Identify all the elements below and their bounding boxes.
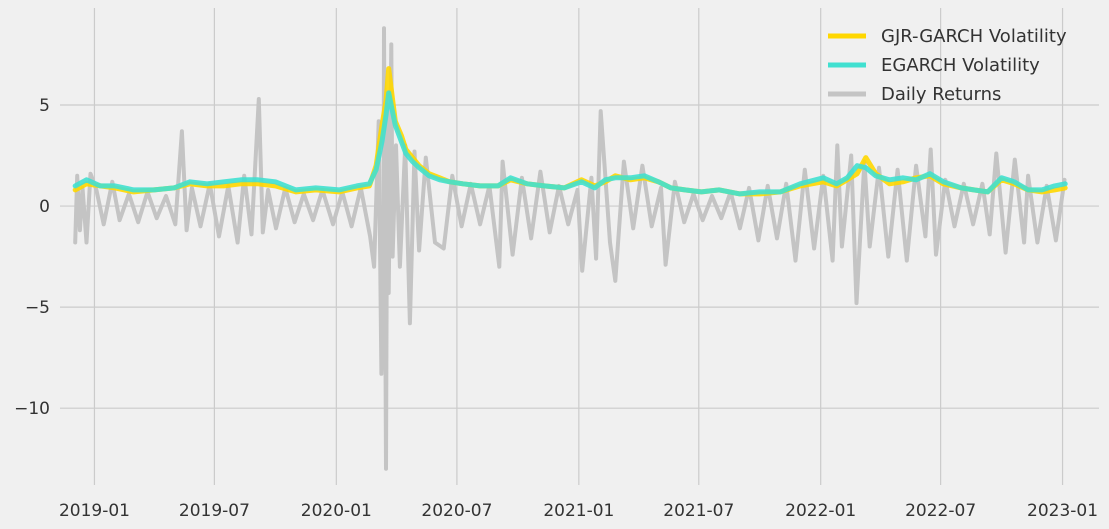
x-tick-label: 2020-01: [301, 501, 372, 521]
y-tick-label: 0: [39, 197, 50, 217]
x-tick-label: 2020-07: [421, 501, 492, 521]
egarch-volatility-line: [72, 90, 1068, 197]
x-tick-label: 2023-01: [1027, 501, 1098, 521]
y-tick-label: −10: [14, 399, 50, 419]
x-tick-label: 2022-01: [785, 501, 856, 521]
y-tick-label: 5: [39, 96, 50, 116]
legend-label-gjr-garch-volatility: GJR-GARCH Volatility: [881, 26, 1067, 47]
axes: 2019-01 2019-07 2020-01 2020-07 2021-01 2021-…: [14, 96, 1098, 521]
x-tick-label: 2021-07: [663, 501, 734, 521]
x-tick-label: 2022-07: [905, 501, 976, 521]
x-tick-label: 2021-01: [543, 501, 614, 521]
legend-label-egarch-volatility: EGARCH Volatility: [881, 55, 1040, 76]
x-tick-label: 2019-07: [179, 501, 250, 521]
legend-label-daily-returns: Daily Returns: [881, 84, 1001, 105]
y-tick-label: −5: [25, 298, 50, 318]
plot-series: [72, 26, 1068, 471]
legend: GJR-GARCH Volatility EGARCH Volatility Dai…: [828, 26, 1067, 105]
x-tick-label: 2019-01: [59, 501, 130, 521]
